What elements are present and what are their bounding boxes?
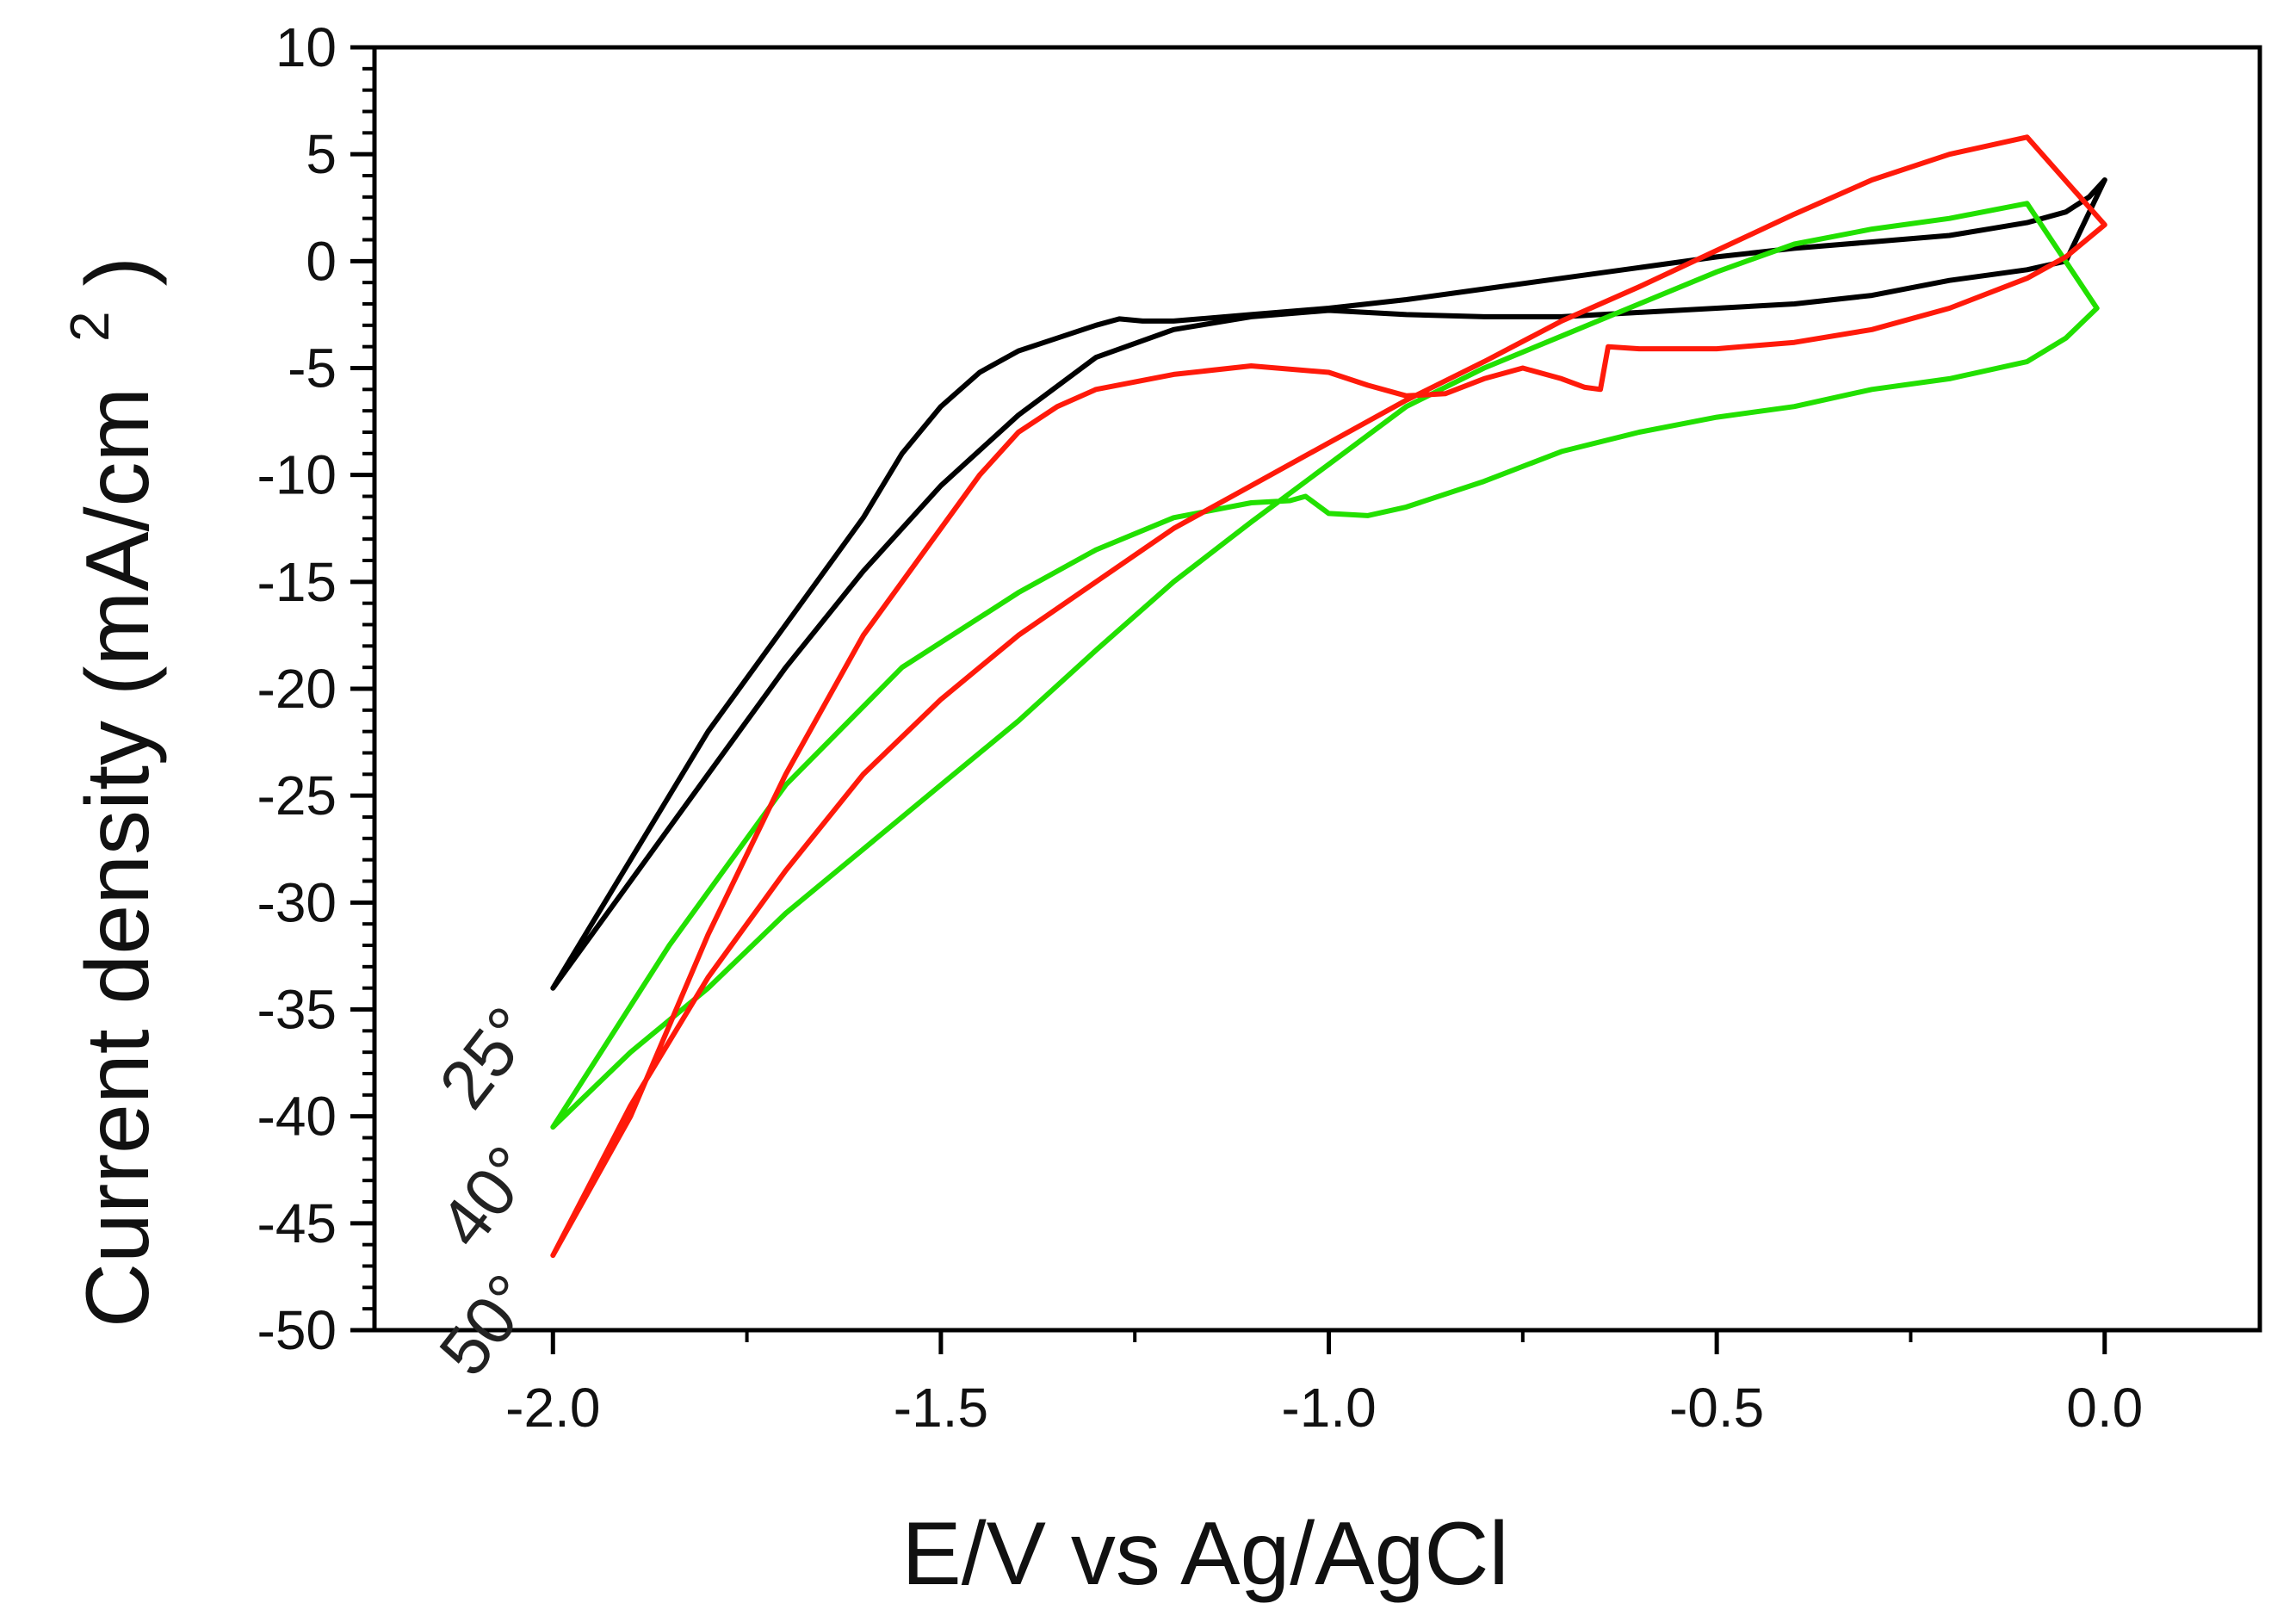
y-tick-label: -35 bbox=[257, 979, 337, 1041]
y-tick-label: -5 bbox=[288, 337, 337, 399]
x-tick-label: 0.0 bbox=[2066, 1377, 2143, 1439]
series-line-50 bbox=[550, 134, 2107, 1259]
x-tick-label: -2.0 bbox=[505, 1377, 600, 1439]
y-tick-label: -45 bbox=[257, 1192, 337, 1254]
axis-layer: 10 5 0 -5 -10 -15 -20 -25 -30 -35 -40 -45 -50 -2.0 -1.… bbox=[257, 16, 2262, 1439]
y-axis-title-close: ) bbox=[68, 257, 168, 287]
series-label-layer: 25°40°50° bbox=[424, 993, 549, 1390]
series-line-40 bbox=[550, 201, 2100, 1130]
x-tick-label: -1.5 bbox=[894, 1377, 988, 1439]
y-axis-title: Current density (mA/cm 2 ) bbox=[28, 257, 168, 1328]
y-axis-title-group: Current density (mA/cm 2 ) bbox=[28, 257, 168, 1328]
y-axis-title-main: Current density (mA/cm bbox=[68, 387, 168, 1328]
y-tick-label: -15 bbox=[257, 551, 337, 613]
y-tick-label: 0 bbox=[306, 230, 337, 292]
x-tick-label: -1.0 bbox=[1281, 1377, 1376, 1439]
y-tick-label: -30 bbox=[257, 871, 337, 933]
y-tick-label: -25 bbox=[257, 765, 337, 827]
series-line-25 bbox=[550, 177, 2107, 991]
x-tick-label: -0.5 bbox=[1669, 1377, 1764, 1439]
x-axis-title: E/V vs Ag/AgCl bbox=[901, 1504, 1508, 1604]
y-tick-label: 10 bbox=[275, 16, 337, 78]
y-tick-label: -50 bbox=[257, 1299, 337, 1361]
y-tick-label: -40 bbox=[257, 1086, 337, 1148]
series-layer bbox=[550, 134, 2107, 1259]
y-tick-label: -20 bbox=[257, 658, 337, 720]
y-axis-title-superscript: 2 bbox=[59, 311, 121, 342]
y-tick-label: 5 bbox=[306, 123, 337, 185]
y-tick-label: -10 bbox=[257, 444, 337, 506]
